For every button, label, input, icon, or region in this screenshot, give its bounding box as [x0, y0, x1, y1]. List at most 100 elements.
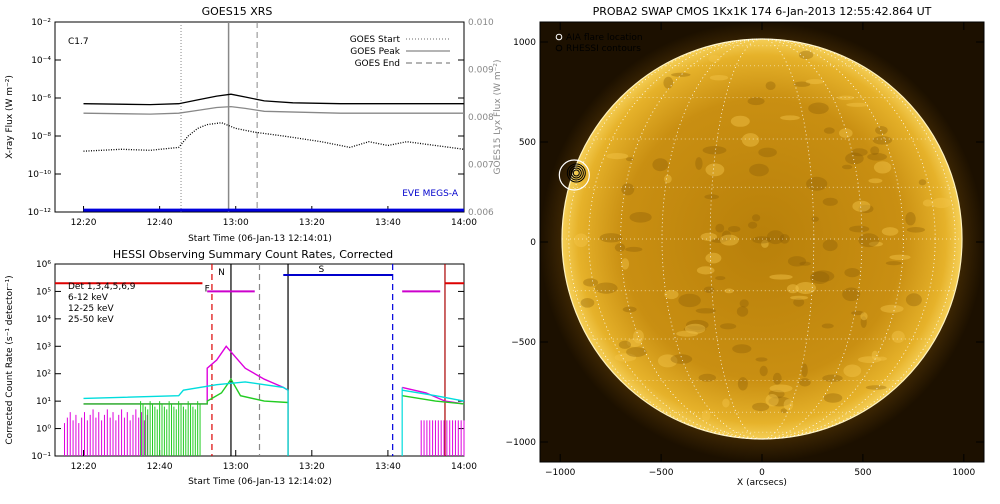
grid-longitude-line	[620, 38, 904, 440]
sun-texture-blob	[905, 293, 922, 307]
goes-y-ticks: 10⁻¹² 10⁻¹⁰ 10⁻⁸ 10⁻⁶ 10⁻⁴ 10⁻²	[28, 18, 464, 218]
sun-texture-blob	[722, 398, 730, 408]
sun-texture-blob	[670, 354, 693, 364]
hessi-series-line	[402, 389, 465, 402]
sun-texture-blob	[708, 55, 721, 63]
swap-xlabel: X (arcsecs)	[737, 478, 787, 488]
sun-texture-blob	[850, 148, 868, 157]
sun-texture-blob	[780, 115, 800, 121]
hessi-series-line	[83, 377, 289, 405]
sun-texture-blob	[739, 299, 749, 308]
goes-y-tick-label: 10⁻⁸	[31, 132, 51, 142]
goes-series-long	[83, 93, 464, 106]
sun-texture-blob	[752, 214, 761, 222]
sun-texture-blob	[868, 178, 883, 184]
sun-texture-blob	[768, 396, 791, 407]
sun-texture-blob	[621, 258, 630, 270]
goes-xlabel: Start Time (06-Jan-13 12:14:01)	[188, 234, 332, 244]
hessi-y-tick-label: 10⁻¹	[31, 452, 51, 462]
sun-texture-blob	[676, 330, 698, 337]
sun-texture-blob	[730, 115, 750, 127]
sun-texture-blob	[922, 199, 934, 207]
hessi-series-line	[402, 395, 465, 405]
sun-texture-blob	[695, 308, 716, 314]
hessi-y-tick-label: 10⁶	[36, 260, 51, 270]
goes-x-tick-label: 13:00	[223, 218, 249, 228]
sun-texture-blob	[798, 50, 814, 60]
sun-texture-blob	[918, 179, 927, 186]
sun-texture-blob	[606, 153, 629, 160]
sun-texture-blob	[849, 225, 870, 233]
sun-texture-blob	[720, 234, 739, 246]
goes-title: GOES15 XRS	[202, 5, 273, 18]
goes-y2-tick-label: 0.008	[468, 113, 494, 123]
hessi-legend-label: Det 1,3,4,5,6,9	[68, 282, 136, 292]
goes-y2-tick-label: 0.010	[468, 18, 494, 28]
sun-texture-blob	[728, 226, 741, 233]
sun-texture-blob	[695, 157, 703, 170]
hessi-y-tick-label: 10¹	[36, 397, 51, 407]
sun-texture-blob	[823, 127, 835, 134]
sun-texture-blob	[860, 316, 867, 328]
sun-texture-blob	[852, 200, 871, 212]
hessi-title: HESSI Observing Summary Count Rates, Cor…	[113, 248, 393, 261]
sun-texture-blob	[843, 364, 862, 378]
hessi-legend-label: 12-25 keV	[68, 304, 114, 314]
sun-texture-blob	[891, 330, 905, 343]
hessi-series-line	[83, 381, 289, 400]
sun-texture-blob	[614, 353, 637, 362]
sun-texture-blob	[755, 357, 768, 362]
sun-texture-blob	[720, 323, 737, 330]
sun-texture-blob	[873, 161, 892, 174]
goes-y-tick-label: 10⁻⁴	[31, 56, 51, 66]
goes-legend-label: GOES Start	[350, 35, 401, 45]
sun-texture-blob	[851, 310, 865, 316]
sun-texture-blob	[711, 238, 727, 243]
sun-texture-blob	[715, 276, 726, 281]
sun-texture-blob	[790, 295, 809, 300]
rhessi-contour	[566, 163, 586, 183]
aia-flare-circle	[558, 159, 590, 191]
sun-texture-blob	[765, 394, 779, 407]
sun-texture-blob	[709, 75, 729, 81]
sun-texture-blob	[657, 354, 678, 368]
sun-texture-blob	[931, 197, 951, 209]
swap-x-tick-label: 500	[854, 468, 871, 478]
sun-texture-blob	[696, 266, 715, 275]
sun-texture-blob	[845, 152, 864, 165]
goes-legend-label: GOES Peak	[350, 47, 400, 57]
sun-texture-blob	[663, 76, 674, 89]
grid-longitude-line	[661, 38, 863, 440]
goes-event-markers	[180, 22, 258, 212]
sun-texture-blob	[664, 289, 679, 300]
goes-x-tick-label: 13:40	[375, 218, 401, 228]
rhessi-contour	[570, 167, 582, 179]
sun-texture-blob	[618, 340, 632, 349]
sun-texture-blob	[871, 350, 879, 360]
hessi-y-ticks: 10⁻¹ 10⁰ 10¹ 10² 10³ 10⁴ 10⁵ 10⁶	[31, 260, 464, 462]
hessi-annotation: F	[205, 284, 210, 294]
sun-texture-blob	[793, 297, 805, 307]
sun-texture-blob	[858, 356, 882, 363]
goes-x-tick-label: 14:00	[451, 218, 477, 228]
goes-series	[83, 93, 465, 212]
hessi-x-tick-label: 12:20	[71, 462, 97, 472]
sun-texture-blob	[870, 146, 880, 156]
swap-x-tick-label: 0	[759, 468, 765, 478]
swap-x-tick-label: −500	[649, 468, 674, 478]
goes-ylabel-right: GOES15 Lyx Flux (W m⁻²)	[493, 60, 503, 175]
goes-series-lya	[83, 122, 465, 152]
swap-panel: PROBA2 SWAP CMOS 1Kx1K 174 6-Jan-2013 12…	[506, 5, 985, 488]
hessi-ylabel: Corrected Count Rate (s⁻¹ detector⁻¹)	[5, 275, 15, 444]
flare-markers	[558, 159, 590, 191]
sun-texture-blob	[846, 102, 869, 107]
hessi-xlabel: Start Time (06-Jan-13 12:14:02)	[188, 477, 332, 487]
sun-texture-blob	[801, 363, 808, 378]
sun-texture-blob	[875, 126, 888, 135]
sun-texture-blob	[580, 298, 595, 308]
sun-texture-blob	[715, 223, 725, 233]
sun-texture-blob	[761, 239, 769, 248]
sun-texture-blob	[867, 153, 887, 161]
rhessi-contour	[568, 165, 584, 181]
